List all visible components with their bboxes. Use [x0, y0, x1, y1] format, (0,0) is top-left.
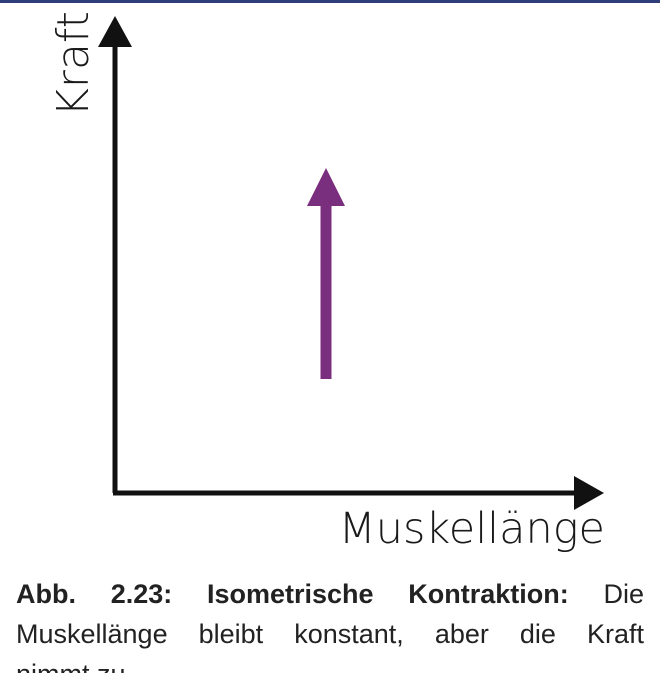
caption-line-1: Abb. 2.23: Isometrische Kontraktion: Die — [16, 574, 644, 614]
figure-title: Isometrische Kontraktion: — [206, 579, 569, 609]
diagram: Kraft Muskellänge — [48, 11, 605, 554]
figure-caption: Abb. 2.23: Isometrische Kontraktion: Die… — [16, 574, 644, 673]
header-bar — [0, 0, 660, 3]
x-axis-arrowhead — [574, 476, 604, 510]
caption-text-1: Die — [603, 579, 644, 609]
force-increase-arrowhead — [307, 168, 345, 206]
caption-line-3: nimmt zu. — [16, 654, 644, 673]
y-axis-label: Kraft — [48, 11, 99, 117]
y-axis-arrowhead — [98, 16, 132, 47]
caption-line-2: Muskellänge bleibt konstant, aber die Kr… — [16, 619, 644, 649]
figure-number: Abb. 2.23: — [16, 579, 173, 609]
x-axis-label: Muskellänge — [339, 504, 605, 554]
